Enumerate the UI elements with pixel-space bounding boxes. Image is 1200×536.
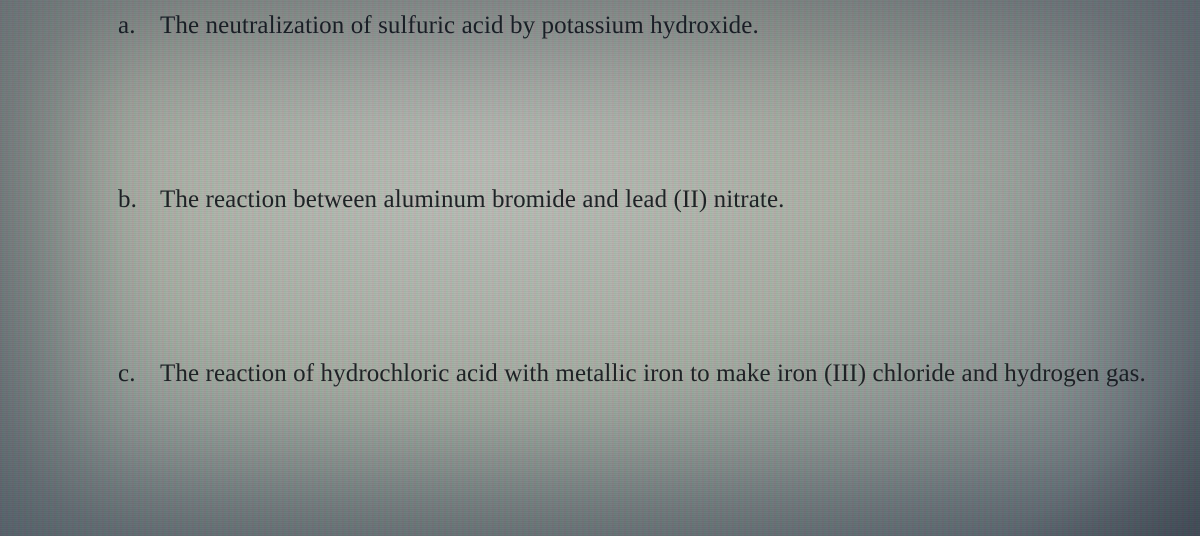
- list-item: c. The reaction of hydrochloric acid wit…: [118, 358, 1160, 390]
- list-marker-c: c.: [118, 358, 148, 390]
- list-item: a. The neutralization of sulfuric acid b…: [118, 10, 1160, 42]
- list-text-a: The neutralization of sulfuric acid by p…: [160, 12, 759, 39]
- list-item: b. The reaction between aluminum bromide…: [118, 184, 1160, 216]
- list-text-c: The reaction of hydrochloric acid with m…: [160, 360, 1146, 387]
- list-text-b: The reaction between aluminum bromide an…: [160, 186, 785, 213]
- list-marker-a: a.: [118, 10, 148, 42]
- question-list: a. The neutralization of sulfuric acid b…: [0, 0, 1200, 536]
- list-marker-b: b.: [118, 184, 148, 216]
